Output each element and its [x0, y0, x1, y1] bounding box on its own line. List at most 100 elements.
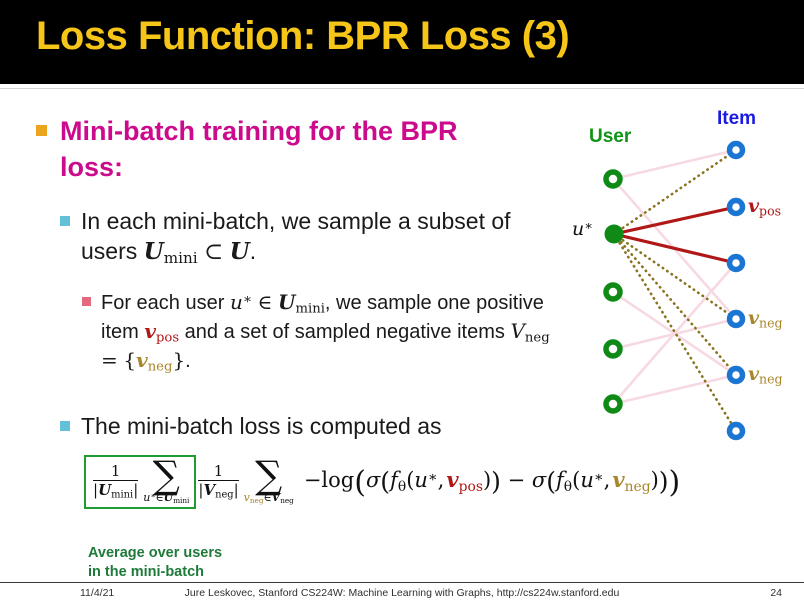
bullet-level1: Mini-batch training for the BPR loss:	[36, 114, 500, 186]
sigma-function: σ	[365, 467, 381, 492]
theta-subscript: θ	[397, 478, 407, 495]
summation-over-users: ∑ u∗∈Umini	[143, 453, 189, 504]
fraction-bar	[198, 479, 239, 482]
title-bar: Loss Function: BPR Loss (3)	[0, 0, 804, 84]
var-U-subscript: mini	[111, 489, 134, 501]
background-edge	[611, 373, 738, 406]
var-u: u	[143, 491, 151, 505]
user-node	[603, 394, 623, 414]
fraction-one-over-Vneg: 1 |Vneg|	[198, 461, 239, 501]
vpos-subscript: pos	[759, 203, 782, 219]
user-node-ustar	[604, 224, 624, 244]
paren-open: (	[572, 467, 581, 492]
bipartite-graph-diagram: User Item u∗ vpos vneg vneg	[565, 95, 804, 455]
slide-footer: 11/4/21 Jure Leskovec, Stanford CS224W: …	[0, 582, 804, 604]
bullet-level2-sample: In each mini-batch, we sample a subset o…	[60, 207, 541, 269]
negative-sample-edge	[612, 148, 738, 236]
positive-edges-group	[612, 205, 738, 265]
summation-limit: vneg∈Vneg	[244, 492, 294, 504]
var-Vneg: V	[510, 319, 525, 344]
user-nodes-group	[603, 169, 624, 414]
bullet-level1-line1: Mini-batch training for the BPR	[60, 116, 458, 146]
bullet-square-icon	[60, 216, 70, 226]
abs-bar-right: |	[133, 481, 139, 500]
bullet-level2-loss-text: The mini-batch loss is computed as	[81, 413, 442, 439]
abs-bar-left: |	[198, 481, 204, 500]
var-U-mini-subscript: mini	[163, 248, 198, 267]
paren-open: (	[380, 466, 391, 496]
item-node	[726, 140, 746, 160]
var-U: U	[163, 491, 174, 505]
bullet-square-icon	[82, 297, 91, 306]
element-of-symbol: ∈	[263, 491, 272, 505]
caption-line2: in the mini-batch	[88, 564, 204, 581]
text-seg: and a set of sampled negative items	[179, 321, 511, 344]
var-vneg-subscript: neg	[147, 359, 173, 375]
paren-open: (	[406, 467, 415, 492]
fraction-denominator: |Umini|	[93, 481, 139, 501]
var-V-subscript: neg	[215, 489, 234, 501]
ustar-superscript: ∗	[584, 218, 594, 234]
item-node	[726, 253, 746, 273]
bullet-level3-text: For each user u∗ ∈ Umini, we sample one …	[101, 289, 551, 376]
bpr-loss-formula: 1 |Umini| ∑ u∗∈Umini 1 |Vneg| ∑ vneg∈Vne…	[84, 453, 680, 510]
page-title: Loss Function: BPR Loss (3)	[36, 14, 570, 58]
var-vpos-subscript: pos	[155, 330, 180, 346]
fraction-bar	[93, 479, 139, 482]
comma: ,	[437, 467, 447, 492]
fraction-numerator: 1	[213, 461, 224, 480]
theta-subscript: θ	[563, 478, 573, 495]
paren-open: (	[546, 466, 557, 496]
sigma-function: σ	[531, 467, 547, 492]
var-U: U	[229, 237, 250, 265]
var-vneg-subscript: neg	[624, 478, 651, 495]
item-node	[726, 309, 746, 329]
item-column-label: Item	[717, 108, 757, 129]
footer-attribution: Jure Leskovec, Stanford CS224W: Machine …	[184, 587, 620, 599]
var-u: u	[580, 467, 594, 492]
paren-close: )	[482, 467, 492, 492]
footer-date: 11/4/21	[80, 587, 115, 599]
fraction-one-over-Umini: 1 |Umini|	[93, 463, 139, 501]
bullet-level1-line2: loss:	[60, 151, 124, 182]
var-vpos-subscript: pos	[458, 478, 483, 495]
sigma-symbol: ∑	[255, 453, 283, 497]
var-u-superscript: ∗	[593, 469, 604, 486]
bullet-level1-text: Mini-batch training for the BPR loss:	[60, 114, 500, 186]
ustar-node-label: u∗	[572, 218, 593, 240]
background-edges-group	[611, 148, 738, 406]
element-of-symbol: ∈	[257, 290, 273, 314]
negative-sample-edge	[612, 232, 738, 377]
var-v: v	[243, 491, 250, 505]
var-V-subscript: neg	[280, 496, 294, 506]
var-Vneg-subscript: neg	[524, 330, 550, 346]
minus-symbol: −	[507, 467, 526, 492]
ustar-letter: u	[572, 218, 585, 240]
negative-sample-edges-group	[612, 148, 738, 433]
formula-right-hand-side: −log(σ(fθ(u∗, vpos)) − σ(fθ(u∗, vneg)))	[304, 465, 680, 500]
var-vneg: v	[136, 348, 148, 373]
var-U-mini: U	[278, 290, 296, 314]
vneg-node-label-2: vneg	[748, 363, 783, 386]
abs-bar-right: |	[233, 481, 239, 500]
footer-page-number: 24	[770, 587, 782, 599]
item-node	[726, 365, 746, 385]
vneg-node-label-1: vneg	[748, 307, 783, 330]
period: .	[249, 237, 257, 264]
var-u: u	[414, 467, 428, 492]
var-U-mini: U	[143, 237, 164, 265]
negative-sample-edge	[612, 232, 738, 321]
minus-log: −log	[303, 467, 355, 492]
item-node	[726, 421, 746, 441]
vpos-letter: v	[748, 195, 760, 217]
item-node	[726, 197, 746, 217]
var-U-mini-subscript: mini	[295, 301, 325, 317]
summation-limit: u∗∈Umini	[143, 492, 189, 504]
var-vpos: v	[144, 319, 156, 344]
sigma-symbol: ∑	[152, 453, 180, 497]
var-U: U	[98, 481, 112, 500]
average-over-users-caption: Average over users in the mini-batch	[88, 544, 222, 583]
var-u: u	[229, 290, 243, 314]
paren-open: (	[354, 464, 366, 500]
brace-open: {	[123, 348, 137, 373]
